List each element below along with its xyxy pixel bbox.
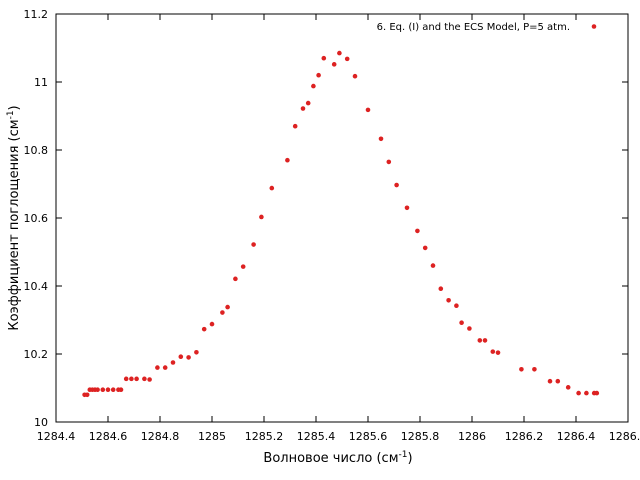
data-point xyxy=(300,106,306,111)
data-point xyxy=(240,264,246,269)
data-point xyxy=(519,367,524,372)
data-point xyxy=(292,123,298,129)
x-axis-label-sup: -1 xyxy=(399,450,408,460)
x-tick-label: 1285 xyxy=(198,430,226,443)
y-tick-label: 10.6 xyxy=(24,212,49,225)
data-point xyxy=(430,263,436,268)
data-point xyxy=(251,242,256,247)
x-tick-label: 1285.8 xyxy=(401,430,440,443)
data-point xyxy=(565,385,571,390)
x-tick-label: 1286.4 xyxy=(557,430,596,443)
y-axis-label-sup: -1 xyxy=(6,110,16,119)
legend-label: 6. Eq. (I) and the ECS Model, P=5 atm. xyxy=(377,22,570,33)
data-point xyxy=(482,338,488,343)
data-point xyxy=(147,377,152,382)
y-axis-label: Коэффициент поглощения (см-1) xyxy=(6,105,22,330)
data-point xyxy=(446,297,451,303)
y-tick-label: 10.2 xyxy=(24,348,49,361)
y-axis-label-end: ) xyxy=(7,105,22,110)
y-tick-label: 11.2 xyxy=(24,8,49,21)
data-point xyxy=(129,376,134,382)
legend: 6. Eq. (I) and the ECS Model, P=5 atm. xyxy=(377,22,597,33)
data-point xyxy=(532,367,537,372)
data-point xyxy=(459,320,464,326)
x-tick-label: 1285.2 xyxy=(245,430,284,443)
data-point xyxy=(220,310,225,315)
data-point xyxy=(134,376,139,382)
data-point xyxy=(555,378,561,384)
data-point xyxy=(584,390,589,396)
data-point xyxy=(285,157,290,163)
data-point xyxy=(100,387,106,393)
data-point xyxy=(594,390,600,396)
data-point xyxy=(394,182,399,188)
data-point xyxy=(438,286,444,292)
data-point xyxy=(321,55,327,61)
data-point xyxy=(404,205,410,211)
data-point xyxy=(225,304,230,310)
data-point xyxy=(170,360,176,365)
x-axis-label-main: Волновое число (см xyxy=(263,451,398,466)
data-point xyxy=(495,350,501,355)
data-point xyxy=(415,228,420,234)
data-point xyxy=(209,321,215,327)
y-axis-label-main: Коэффициент поглощения (см xyxy=(7,119,22,330)
data-point xyxy=(331,62,337,67)
y-tick-label: 10.8 xyxy=(24,144,49,157)
y-tick-label: 10 xyxy=(34,416,48,429)
data-point xyxy=(105,387,111,393)
x-tick-label: 1286 xyxy=(458,430,486,443)
x-tick-label: 1284.4 xyxy=(37,430,76,443)
data-point xyxy=(269,185,275,191)
data-point xyxy=(155,365,160,370)
legend-marker xyxy=(591,24,597,29)
data-point xyxy=(386,159,392,165)
x-tick-label: 1285.4 xyxy=(297,430,336,443)
data-point xyxy=(490,349,496,354)
x-tick-label: 1286.6 xyxy=(609,430,640,443)
data-point xyxy=(259,214,264,220)
data-point xyxy=(547,378,553,384)
data-point xyxy=(352,73,358,79)
y-tick-label: 11 xyxy=(34,76,48,89)
data-point xyxy=(186,355,191,360)
data-point xyxy=(201,326,207,332)
data-point xyxy=(194,350,199,355)
data-point xyxy=(454,303,459,309)
data-point xyxy=(84,392,90,398)
x-tick-label: 1284.6 xyxy=(89,430,128,443)
x-axis-label-end: ) xyxy=(407,451,412,466)
data-point xyxy=(378,136,384,142)
data-point xyxy=(337,50,342,56)
axis-ticks: 1284.4 1284.6 1284.8 1285 1285.2 1285.4 1285.6… xyxy=(24,8,640,443)
data-points xyxy=(82,50,600,398)
x-tick-label: 1284.8 xyxy=(141,430,180,443)
plot-frame xyxy=(55,13,629,423)
data-point xyxy=(576,390,581,396)
data-point xyxy=(118,387,124,393)
data-point xyxy=(316,72,321,78)
data-point xyxy=(142,376,147,382)
x-axis-label: Волновое число (см-1) xyxy=(263,450,412,466)
data-point xyxy=(311,83,316,89)
data-point xyxy=(467,326,472,331)
data-point xyxy=(365,107,371,113)
x-tick-label: 1286.2 xyxy=(505,430,544,443)
data-point xyxy=(305,100,311,106)
data-point xyxy=(123,376,129,382)
data-point xyxy=(178,354,184,360)
y-tick-label: 10.4 xyxy=(24,280,49,293)
data-point xyxy=(233,276,238,282)
data-point xyxy=(95,387,100,393)
data-point xyxy=(162,365,168,370)
data-point xyxy=(344,56,350,62)
data-point xyxy=(477,338,483,343)
data-point xyxy=(110,387,116,393)
x-tick-label: 1285.6 xyxy=(349,430,388,443)
data-point xyxy=(422,245,428,251)
